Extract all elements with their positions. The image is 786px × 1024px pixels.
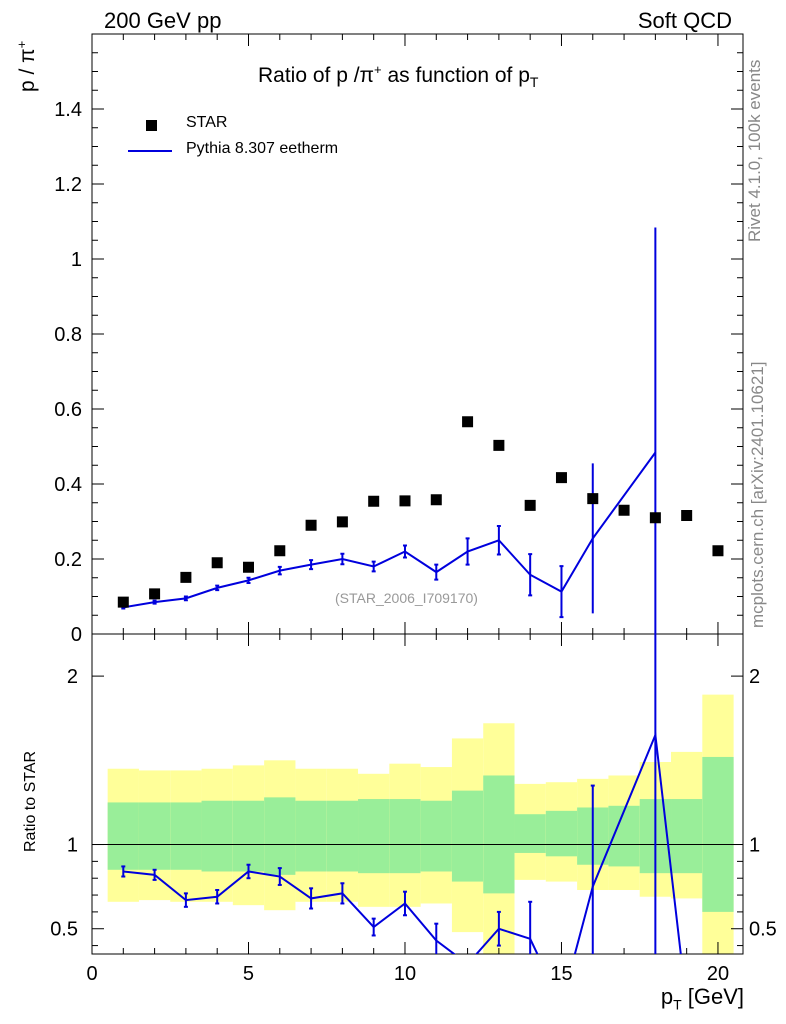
star-marker [336,516,348,528]
band-inner [232,800,265,872]
star-marker [681,510,693,521]
x-tick-label: 20 [707,963,729,985]
band-inner [326,800,359,872]
x-tick-label: 10 [394,963,416,985]
ratio-y-tick-label: 2 [67,666,78,688]
legend-line-pythia [128,150,172,152]
star-marker [524,499,536,511]
y-tick-label: 1.4 [54,99,82,121]
ratio-line [123,731,682,954]
header-left: 200 GeV pp [104,8,222,33]
star-marker [493,439,505,451]
star-marker [274,545,286,557]
header-right: Soft QCD [637,8,732,33]
star-marker [462,416,474,428]
star-marker [399,495,411,507]
y-tick-label: 0.8 [54,324,82,346]
star-marker [712,545,724,557]
ratio-series-group [121,634,682,954]
star-marker [430,494,442,506]
band-inner [389,799,421,874]
x-tick-label: 15 [550,963,572,985]
y-tick-label: 0.6 [54,399,82,421]
ratio-y-tick-label-right: 1 [749,835,760,857]
band-inner [264,797,296,875]
band-inner [201,800,233,872]
x-tick-label: 0 [86,963,97,985]
star-marker [242,561,254,573]
ratio-y-tick-label: 1 [67,835,78,857]
ratio-bands [107,694,734,954]
star-marker [618,504,630,516]
star-marker [149,588,161,600]
star-marker [211,557,223,569]
star-marker [555,472,567,484]
ratio-y-axis-label: Ratio to STAR [22,750,39,852]
chart-title: Ratio of p /π+ as function of pT [258,62,539,91]
analysis-id: (STAR_2006_I709170) [335,590,478,606]
y-axis-label: p / π+ [14,40,39,92]
star-marker [368,495,380,507]
star-marker [180,571,192,583]
y-tick-label: 1 [71,249,82,271]
y-tick-label: 0.2 [54,549,82,571]
band-inner [107,802,139,870]
x-axis-label: pT [GeV] [660,984,744,1013]
band-inner [295,800,327,872]
y-tick-label: 0 [71,624,82,646]
star-marker [117,596,129,608]
pythia-line [123,451,657,609]
star-marker [587,493,599,505]
band-inner [702,756,734,912]
legend-marker-star [146,120,157,131]
main-series-group [117,227,724,634]
band-inner [451,790,484,882]
y-tick-label: 0.4 [54,474,82,496]
band-inner [545,810,578,857]
x-tick-label: 5 [243,963,254,985]
band-inner [514,814,546,853]
band-inner [420,800,452,872]
star-marker [649,512,661,524]
band-inner [483,775,515,894]
band-inner [358,799,390,874]
band-inner [138,802,171,870]
legend-label-star: STAR [186,114,228,131]
legend-label-pythia: Pythia 8.307 eetherm [186,140,339,157]
rivet-info: Rivet 4.1.0, 100k events [745,59,764,242]
band-inner [671,799,703,874]
ratio-y-tick-label: 0.5 [50,919,78,941]
y-tick-label: 1.2 [54,174,82,196]
ratio-y-tick-label-right: 0.5 [749,919,777,941]
ratio-frame [91,633,744,955]
mcplots-info: mcplots.cern.ch [arXiv:2401.10621] [748,361,767,628]
ratio-y-tick-label-right: 2 [749,666,760,688]
band-inner [170,802,202,870]
star-marker [305,519,317,531]
